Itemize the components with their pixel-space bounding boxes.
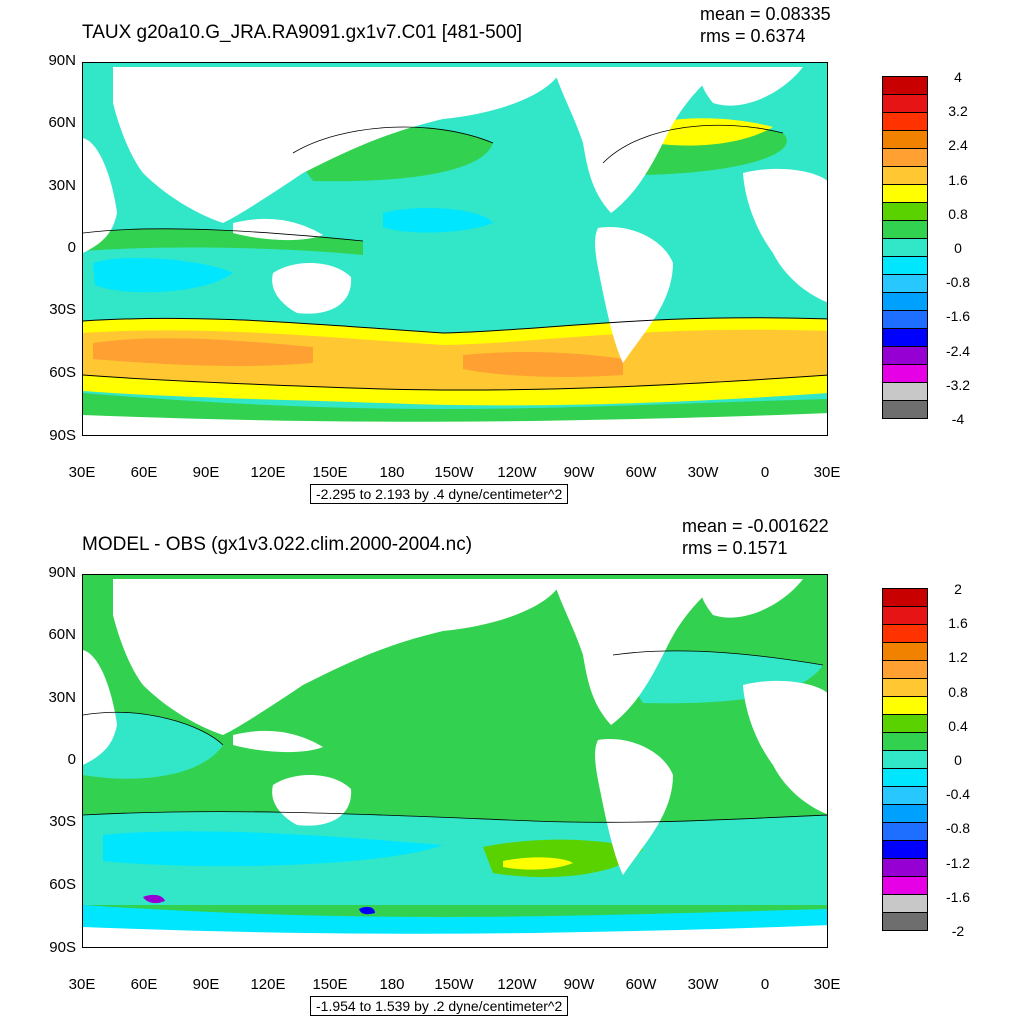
colorbar-label: -2	[951, 923, 965, 939]
lon-label: 0	[760, 464, 770, 481]
panel-title: TAUX g20a10.G_JRA.RA9091.gx1v7.C01 [481-…	[82, 22, 523, 43]
lon-label: 180	[379, 976, 405, 993]
colorbar-label: -0.4	[945, 786, 971, 802]
colorbar-label: -4	[951, 411, 965, 427]
contour-range-info: -1.954 to 1.539 by .2 dyne/centimeter^2	[310, 996, 569, 1016]
lon-label: 90E	[192, 976, 220, 993]
lat-label: 60S	[49, 364, 76, 381]
colorbar-label: 0	[954, 240, 962, 256]
colorbar-label: 2.4	[948, 137, 968, 153]
colorbar-label: 1.2	[948, 649, 968, 665]
lon-label: 30E	[813, 464, 841, 481]
contour-range-info: -2.295 to 2.193 by .4 dyne/centimeter^2	[310, 484, 569, 504]
lat-label: 90N	[48, 52, 76, 69]
colorbar-label: -1.2	[945, 855, 971, 871]
lon-label: 150W	[434, 464, 474, 481]
map-plot	[82, 574, 828, 948]
colorbar-label: 4	[954, 69, 962, 85]
lon-label: 150E	[312, 464, 348, 481]
rms-value: rms = 0.6374	[700, 26, 806, 46]
colorbar-label: -3.2	[945, 377, 971, 393]
lon-label: 150E	[312, 976, 348, 993]
colorbar	[882, 76, 928, 419]
lat-label: 30S	[49, 813, 76, 830]
lon-label: 60W	[625, 976, 657, 993]
colorbar-label: 1.6	[948, 615, 968, 631]
difference-panel: MODEL - OBS (gx1v3.022.clim.2000-2004.nc…	[0, 512, 1024, 1024]
colorbar-label: 3.2	[948, 103, 968, 119]
lon-label: 30E	[813, 976, 841, 993]
lon-label: 60W	[625, 464, 657, 481]
lon-label: 120E	[250, 464, 286, 481]
lat-label: 0	[67, 239, 76, 256]
lon-label: 150W	[434, 976, 474, 993]
lat-label: 90N	[48, 564, 76, 581]
lon-label: 120W	[497, 464, 537, 481]
colorbar-label: -1.6	[945, 889, 971, 905]
rms-value: rms = 0.1571	[682, 538, 788, 558]
lat-label: 60N	[48, 626, 76, 643]
lon-label: 60E	[130, 464, 158, 481]
lon-label: 120E	[250, 976, 286, 993]
lon-label: 90W	[563, 976, 595, 993]
colorbar-label: -0.8	[945, 820, 971, 836]
colorbar-label: 0.4	[948, 718, 968, 734]
lon-label: 0	[760, 976, 770, 993]
mean-value: mean = -0.001622	[682, 516, 829, 536]
colorbar-label: 0.8	[948, 206, 968, 222]
colorbar-label: 0	[954, 752, 962, 768]
taux-panel: TAUX g20a10.G_JRA.RA9091.gx1v7.C01 [481-…	[48, 4, 971, 504]
lon-label: 30E	[68, 464, 96, 481]
colorbar	[882, 588, 928, 931]
colorbar-label: 0.8	[948, 684, 968, 700]
lon-label: 90E	[192, 464, 220, 481]
lat-label: 30S	[49, 301, 76, 318]
lon-label: 180	[379, 464, 405, 481]
lat-label: 30N	[48, 689, 76, 706]
map-plot	[82, 62, 828, 436]
lon-label: 30W	[687, 464, 719, 481]
colorbar-label: -0.8	[945, 274, 971, 290]
lat-label: 0	[67, 751, 76, 768]
taux-map	[83, 63, 827, 435]
panel-title: MODEL - OBS (gx1v3.022.clim.2000-2004.nc…	[82, 534, 473, 555]
colorbar-label: -1.6	[945, 308, 971, 324]
lat-label: 90S	[49, 939, 76, 956]
lon-label: 30E	[68, 976, 96, 993]
difference-map	[83, 575, 827, 947]
lat-label: 30N	[48, 177, 76, 194]
colorbar-label: 1.6	[948, 172, 968, 188]
lon-label: 60E	[130, 976, 158, 993]
colorbar-label: 2	[954, 581, 962, 597]
lon-label: 90W	[563, 464, 595, 481]
lon-label: 30W	[687, 976, 719, 993]
lon-label: 120W	[497, 976, 537, 993]
lat-label: 90S	[49, 427, 76, 444]
mean-value: mean = 0.08335	[700, 4, 831, 24]
lat-label: 60S	[49, 876, 76, 893]
lat-label: 60N	[48, 114, 76, 131]
colorbar-label: -2.4	[945, 343, 971, 359]
